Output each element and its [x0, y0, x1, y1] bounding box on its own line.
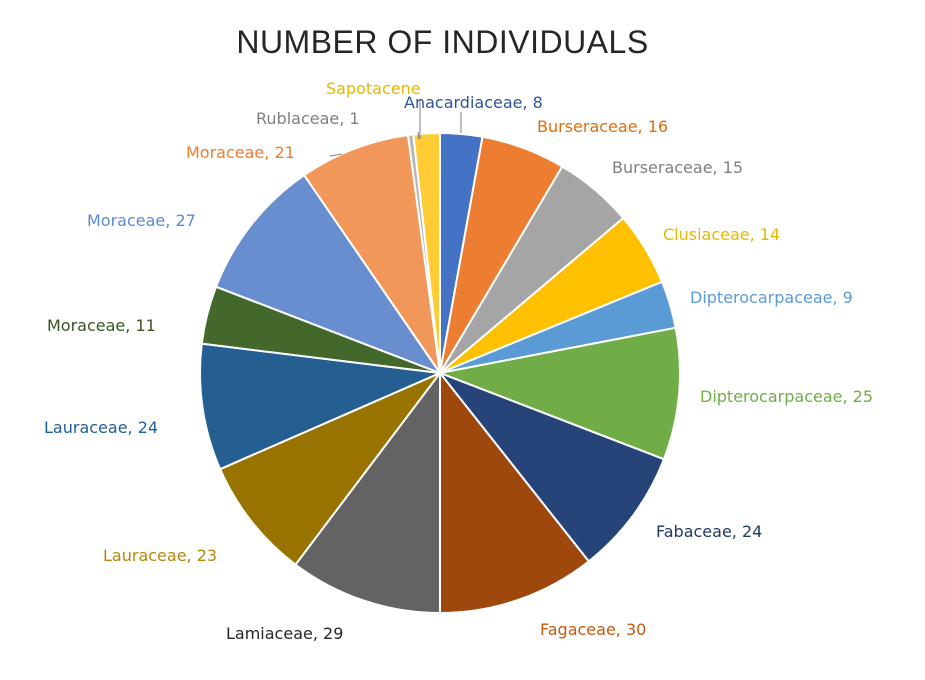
- data-label-14: Rublaceae, 1: [256, 109, 360, 128]
- leader-line-14: [417, 131, 420, 140]
- leader-lines: [329, 100, 462, 157]
- data-label-6: Fabaceae, 24: [656, 522, 762, 541]
- data-label-1: Burseraceae, 16: [537, 117, 668, 136]
- data-label-15: Sapotacene: [326, 79, 421, 98]
- pie-slice-dipterocarpaceae-5: [436, 326, 681, 461]
- data-label-7: Fagaceae, 30: [540, 620, 646, 639]
- data-label-11: Moraceae, 11: [47, 316, 156, 335]
- pie-slice-sapotaceae-15: [412, 131, 441, 374]
- data-label-8: Lamiaceae, 29: [226, 624, 343, 643]
- data-label-13: Moraceae, 21: [186, 143, 295, 162]
- pie-slice-moraceae-12: [214, 173, 443, 376]
- leader-line-13: [329, 153, 343, 157]
- data-label-9: Lauraceae, 23: [103, 546, 217, 565]
- slice-labels: Anacardiaceae, 8 Burseraceae, 16 Burserace…: [44, 79, 873, 643]
- pie-slice-moraceae-13: [302, 134, 441, 374]
- pie-slice-fagaceae-7: [439, 370, 591, 615]
- data-label-10: Lauraceae, 24: [44, 418, 158, 437]
- pie-slice-lamiaceae-8: [294, 370, 441, 615]
- pie-slice-lauraceae-9: [218, 370, 444, 567]
- pie-slices: [199, 131, 681, 615]
- data-label-4: Dipterocarpaceae, 9: [690, 288, 853, 307]
- pie-slice-fabaceae-6: [436, 370, 666, 563]
- chart-title: NUMBER OF INDIVIDUALS: [236, 24, 649, 60]
- data-label-12: Moraceae, 27: [87, 211, 196, 230]
- data-label-5: Dipterocarpaceae, 25: [700, 387, 873, 406]
- pie-slice-lauraceae-10: [199, 342, 444, 471]
- data-label-0: Anacardiaceae, 8: [404, 93, 543, 112]
- data-label-3: Clusiaceae, 14: [663, 225, 780, 244]
- data-label-2: Burseraceae, 15: [612, 158, 743, 177]
